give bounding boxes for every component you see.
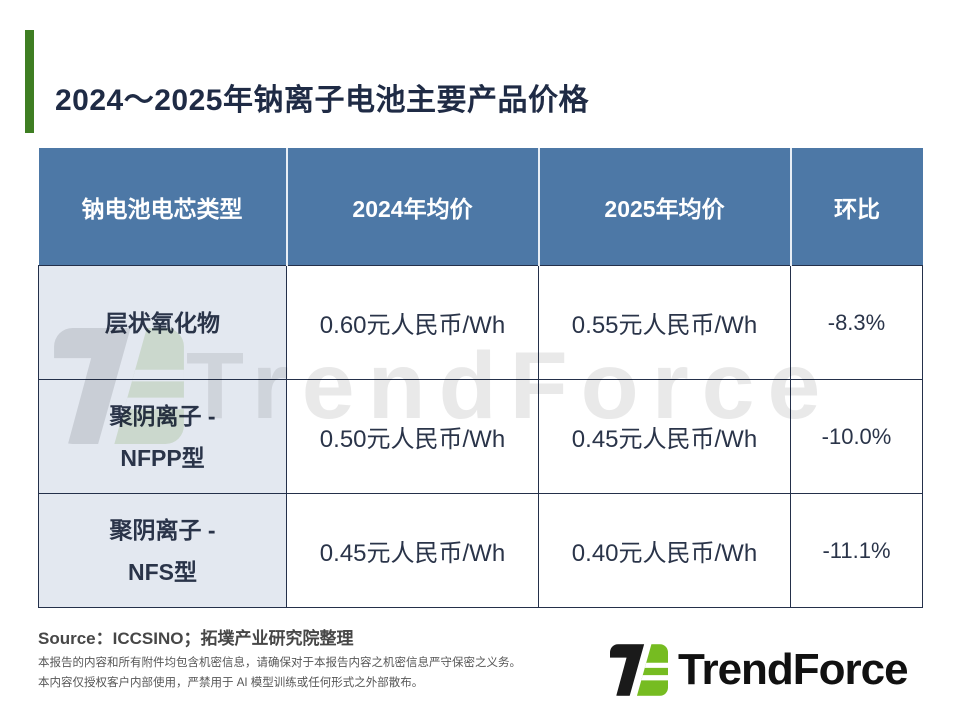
- cell-type-polyanion-nfpp: 聚阴离子 - NFPP型: [38, 379, 287, 494]
- col-header-cell-type: 钠电池电芯类型: [38, 148, 288, 266]
- cell-price-2025: 0.40元人民币/Wh: [538, 493, 791, 608]
- col-header-avg-2024: 2024年均价: [286, 148, 540, 266]
- cell-price-2024: 0.45元人民币/Wh: [286, 493, 539, 608]
- disclaimer-line1: 本报告的内容和所有附件均包含机密信息，请确保对于本报告内容之机密信息严守保密之义…: [38, 657, 521, 669]
- table-row: 层状氧化物 0.60元人民币/Wh 0.55元人民币/Wh -8.3%: [38, 265, 923, 380]
- cell-type-polyanion-nfs: 聚阴离子 - NFS型: [38, 493, 287, 608]
- cell-type-line2: NFS型: [128, 558, 197, 585]
- trendforce-logo-icon: [610, 644, 668, 696]
- table-row: 聚阴离子 - NFPP型 0.50元人民币/Wh 0.45元人民币/Wh -10…: [38, 379, 923, 494]
- cell-price-2025: 0.55元人民币/Wh: [538, 265, 791, 380]
- col-header-mom: 环比: [790, 148, 923, 266]
- cell-price-2025: 0.45元人民币/Wh: [538, 379, 791, 494]
- price-table-container: 钠电池电芯类型 2024年均价 2025年均价 环比 层状氧化物 0.60元人民…: [38, 148, 923, 608]
- price-table: 钠电池电芯类型 2024年均价 2025年均价 环比 层状氧化物 0.60元人民…: [38, 148, 923, 608]
- page-title: 2024～2025年钠离子电池主要产品价格: [55, 84, 589, 118]
- cell-type-layered-oxide: 层状氧化物: [38, 265, 287, 380]
- table-header-row: 钠电池电芯类型 2024年均价 2025年均价 环比: [38, 148, 923, 266]
- cell-type-line2: NFPP型: [120, 444, 205, 471]
- title-accent-bar: [25, 30, 34, 133]
- col-header-avg-2025: 2025年均价: [538, 148, 792, 266]
- cell-mom: -10.0%: [790, 379, 923, 494]
- cell-mom: -8.3%: [790, 265, 923, 380]
- cell-mom: -11.1%: [790, 493, 923, 608]
- cell-type-line1: 聚阴离子 -: [109, 516, 216, 543]
- source-line: Source：ICCSINO；拓墣产业研究院整理: [38, 629, 354, 648]
- logo-text: TrendForce: [678, 645, 909, 694]
- cell-type-line1: 层状氧化物: [105, 309, 220, 336]
- table-row: 聚阴离子 - NFS型 0.45元人民币/Wh 0.40元人民币/Wh -11.…: [38, 493, 923, 608]
- cell-type-line1: 聚阴离子 -: [109, 402, 216, 429]
- cell-price-2024: 0.50元人民币/Wh: [286, 379, 539, 494]
- disclaimer-text: 本报告的内容和所有附件均包含机密信息，请确保对于本报告内容之机密信息严守保密之义…: [38, 653, 521, 693]
- disclaimer-line2: 本内容仅授权客户内部使用，严禁用于 AI 模型训练或任何形式之外部散布。: [38, 677, 424, 689]
- trendforce-logo: TrendForce: [610, 644, 909, 696]
- cell-price-2024: 0.60元人民币/Wh: [286, 265, 539, 380]
